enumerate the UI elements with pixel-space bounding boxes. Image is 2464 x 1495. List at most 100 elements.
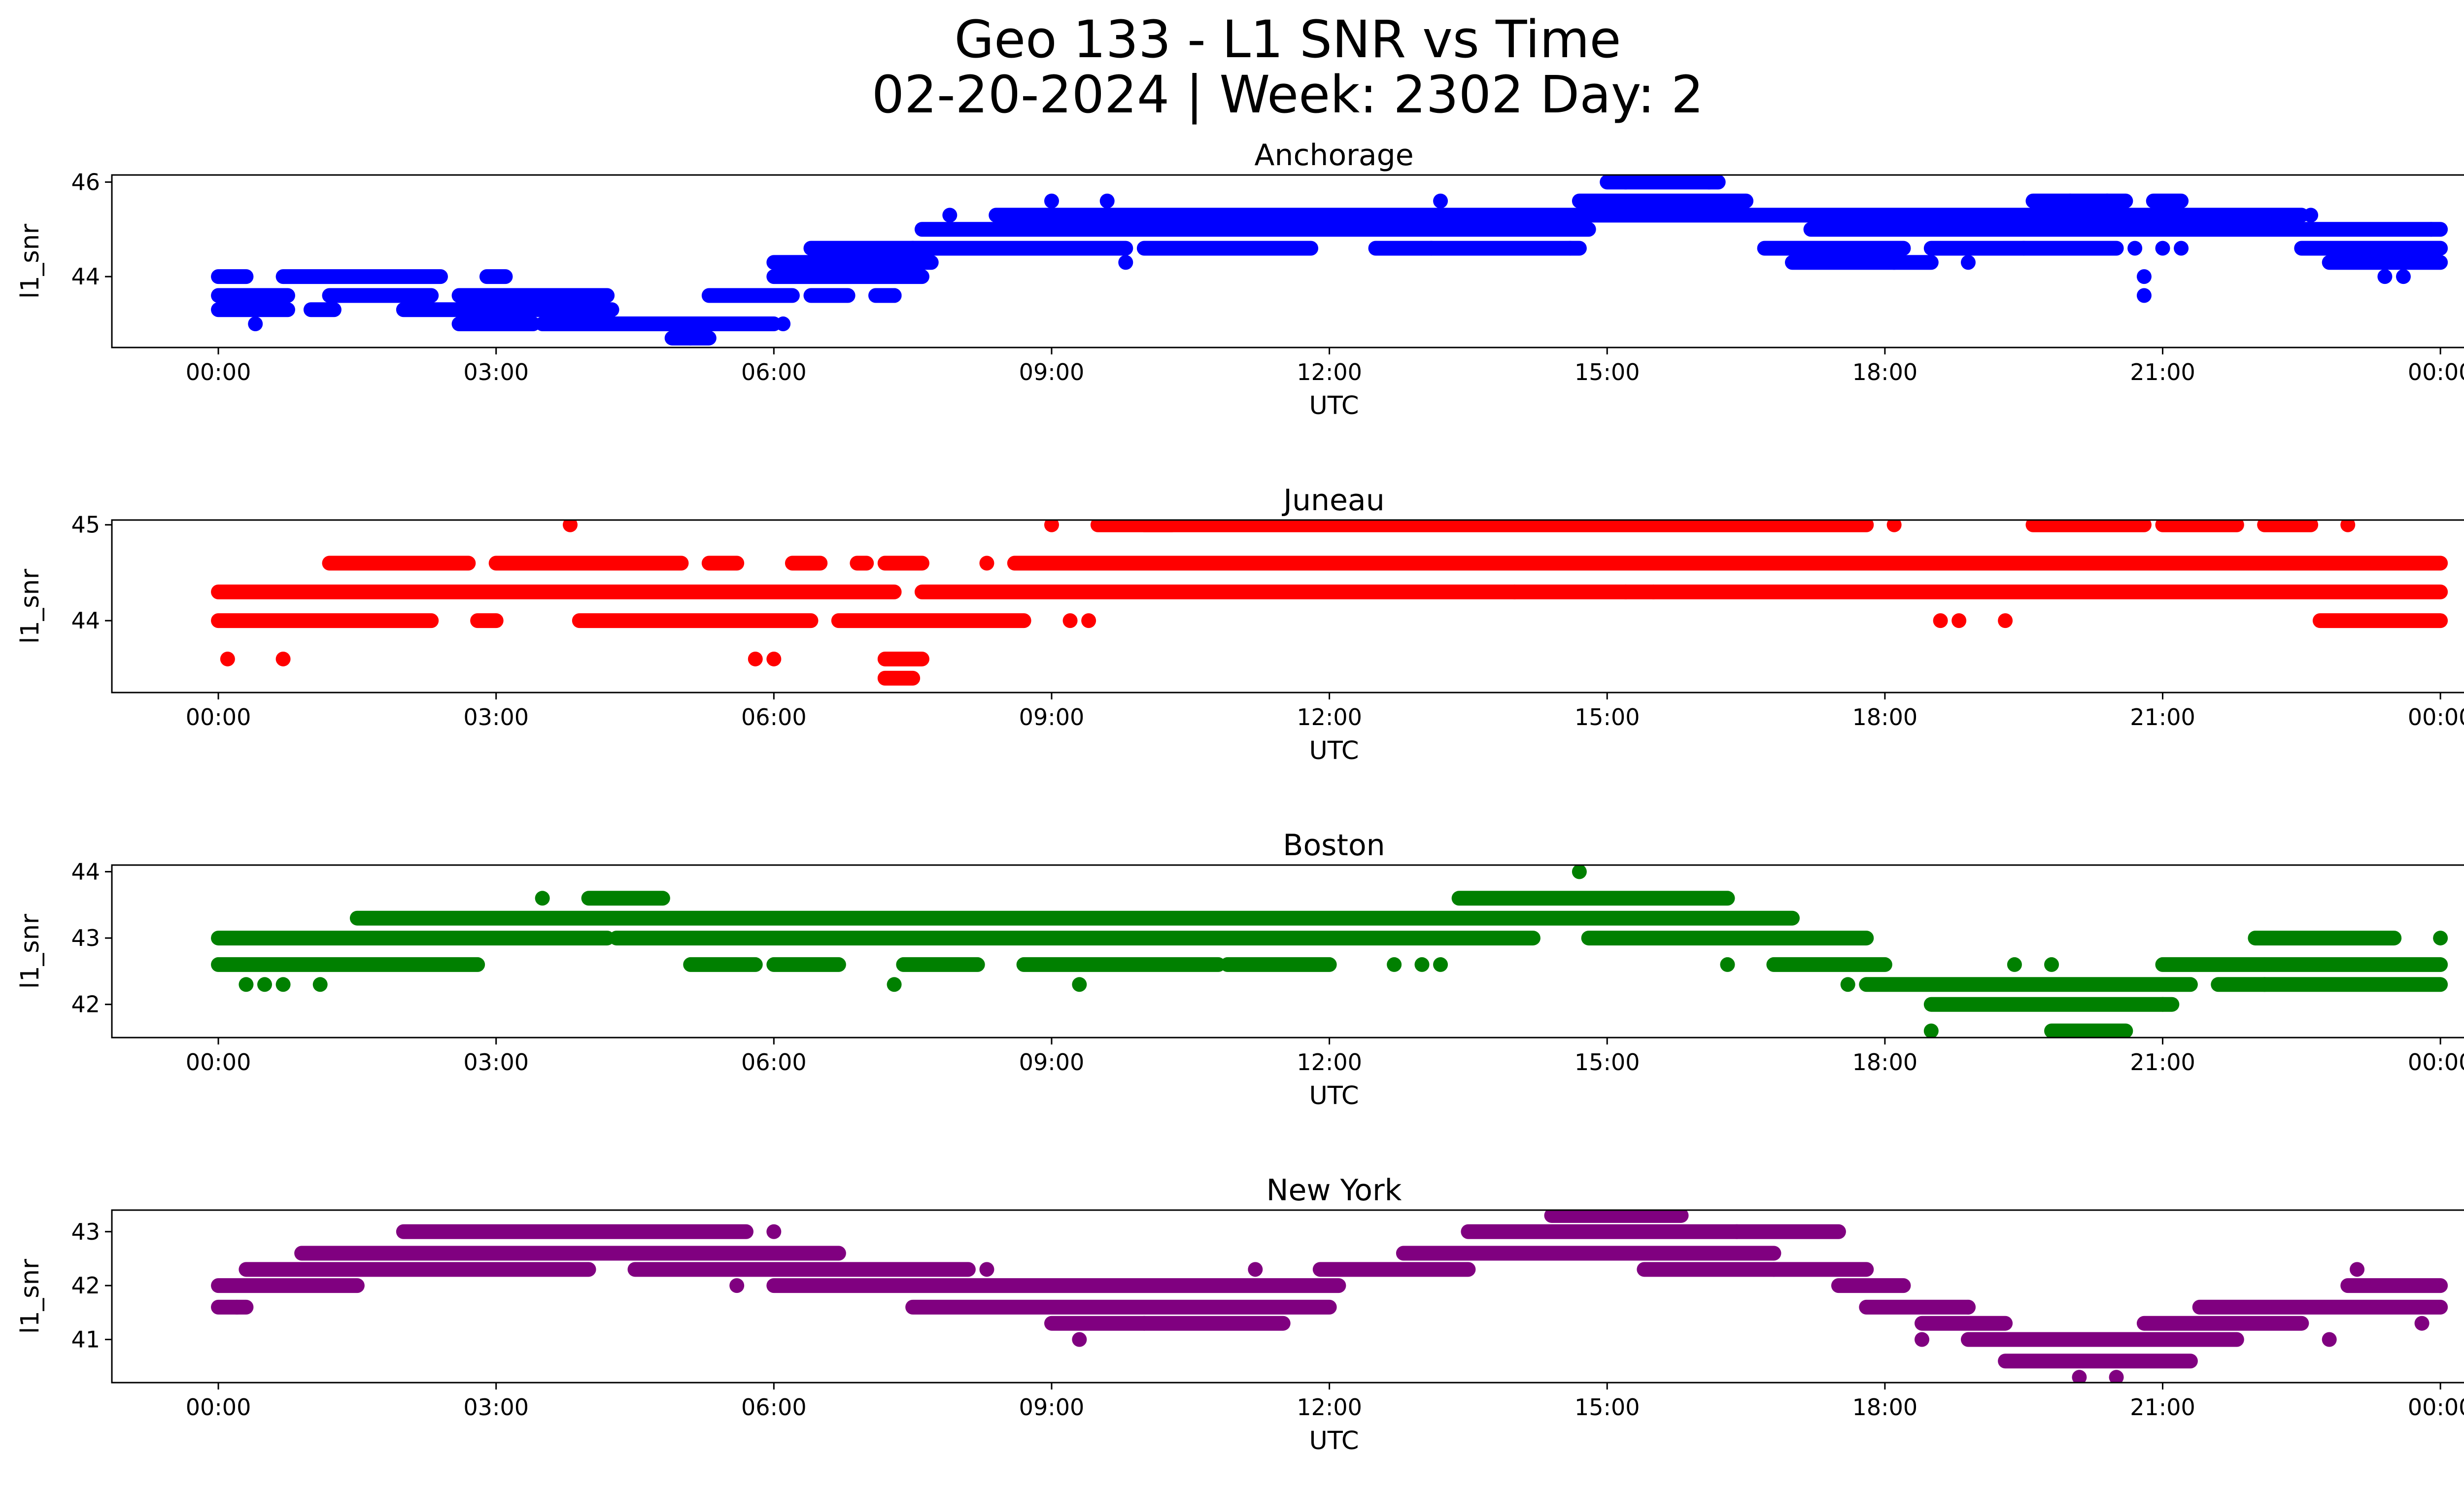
chart-new-york-point <box>2350 1262 2365 1277</box>
chart-juneau-point <box>1044 520 1059 532</box>
chart-anchorage-point <box>1960 255 1976 270</box>
chart-new-york-point <box>766 1224 782 1239</box>
chart-new-york-point-band <box>211 1278 365 1293</box>
chart-new-york-point-band <box>1044 1316 1291 1331</box>
chart-boston-point-band <box>1766 957 1892 972</box>
chart-anchorage-point <box>1044 193 1059 209</box>
chart-new-york-point-band <box>627 1262 976 1277</box>
chart-new-york-y-tick-label: 43 <box>71 1218 100 1245</box>
chart-boston-y-tick-label: 42 <box>71 991 100 1018</box>
chart-boston-point <box>2155 997 2170 1012</box>
chart-new-york-point <box>229 1299 244 1315</box>
chart-anchorage-x-tick-label: 18:00 <box>1852 359 1918 385</box>
chart-juneau-point-band <box>701 556 745 571</box>
chart-anchorage-point-band <box>905 241 1133 256</box>
chart-boston-x-tick-label: 00:00 <box>2408 1049 2464 1076</box>
chart-anchorage-point-band <box>803 288 856 303</box>
chart-anchorage-point <box>1979 208 1994 223</box>
chart-boston-y-tick-label: 43 <box>71 925 100 951</box>
chart-anchorage-point-band <box>1572 193 1754 209</box>
chart-anchorage-point <box>2174 241 2189 256</box>
chart-new-york-point <box>2322 1332 2337 1347</box>
chart-new-york-x-tick-label: 09:00 <box>1019 1394 1085 1421</box>
chart-new-york-point-band <box>1312 1262 1476 1277</box>
chart-juneau-point-band <box>850 556 874 571</box>
chart-boston-x-tick-label: 18:00 <box>1852 1049 1918 1076</box>
chart-boston-point <box>535 891 550 906</box>
chart-juneau-point-band <box>2155 520 2244 532</box>
chart-anchorage-point <box>1118 255 1133 270</box>
chart-juneau-point <box>979 556 994 571</box>
chart-new-york-point-band <box>2109 1332 2244 1347</box>
chart-juneau-point-band <box>785 556 828 571</box>
chart-boston-point-band <box>2248 931 2402 946</box>
chart-new-york-y-tick-label: 41 <box>71 1326 100 1353</box>
chart-anchorage-point <box>1099 193 1115 209</box>
chart-boston-x-tick-label: 21:00 <box>2130 1049 2195 1076</box>
figure-title-line-1: Geo 133 - L1 SNR vs Time <box>954 9 1621 70</box>
chart-anchorage-point-band <box>451 288 615 303</box>
chart-boston-point <box>1414 957 1430 972</box>
chart-anchorage-point <box>2377 269 2393 284</box>
chart-boston-marks <box>211 865 2448 1038</box>
chart-boston-point-band <box>2044 1023 2133 1038</box>
chart-juneau-y-tick-label: 45 <box>71 512 100 538</box>
chart-juneau-point <box>766 651 782 666</box>
chart-anchorage-point-band <box>275 269 448 284</box>
chart-anchorage-point <box>2136 288 2152 303</box>
chart-juneau-point <box>1618 584 1633 599</box>
chart-juneau-point <box>1646 584 1661 599</box>
chart-new-york-point-band <box>1637 1262 1874 1277</box>
chart-anchorage-point <box>720 316 735 332</box>
chart-anchorage-point-band <box>1136 241 1319 256</box>
chart-new-york-x-tick-label: 21:00 <box>2130 1394 2195 1421</box>
chart-juneau-x-axis-label: UTC <box>1309 736 1359 765</box>
chart-boston-point <box>1923 1023 1939 1038</box>
chart-new-york-y-tick-label: 42 <box>71 1272 100 1299</box>
chart-anchorage-x-tick-label: 21:00 <box>2130 359 2195 385</box>
chart-new-york-x-tick-label: 12:00 <box>1297 1394 1362 1421</box>
chart-new-york-point <box>2072 1370 2087 1383</box>
chart-juneau-point <box>275 651 291 666</box>
chart-boston-x-tick-label: 03:00 <box>463 1049 529 1076</box>
chart-juneau-x-tick-label: 06:00 <box>741 704 807 730</box>
chart-anchorage-point-band <box>1757 241 1911 256</box>
chart-boston-point-band <box>766 957 846 972</box>
chart-new-york-x-tick-label: 00:00 <box>186 1394 251 1421</box>
chart-anchorage-point-band <box>396 302 619 317</box>
chart-juneau-point <box>1081 613 1096 628</box>
chart-anchorage-point <box>2127 241 2143 256</box>
chart-boston-title: Boston <box>1283 828 1385 863</box>
chart-juneau-point <box>1062 613 1078 628</box>
chart-juneau-point-band <box>572 613 819 628</box>
chart-boston-y-axis-label: l1_snr <box>16 914 45 989</box>
chart-boston-point-band <box>349 910 1800 926</box>
chart-juneau-x-tick-label: 21:00 <box>2130 704 2195 730</box>
chart-new-york-point-band <box>1831 1278 1911 1293</box>
chart-juneau-x-tick-label: 18:00 <box>1852 704 1918 730</box>
chart-juneau-point <box>1933 613 1948 628</box>
chart-anchorage-point-band <box>2322 255 2448 270</box>
chart-juneau-point-band <box>831 613 1031 628</box>
chart-new-york-point-band <box>1998 1354 2198 1369</box>
chart-juneau-y-axis-label: l1_snr <box>16 569 45 644</box>
chart-anchorage-point-band <box>1923 241 2031 256</box>
chart-anchorage-point-band <box>211 302 295 317</box>
chart-anchorage-point-band <box>1368 241 1587 256</box>
chart-boston-y-tick-label: 44 <box>71 858 100 885</box>
chart-juneau-point <box>220 651 235 666</box>
chart-boston-point <box>1720 957 1735 972</box>
chart-boston-point-band <box>683 957 763 972</box>
chart-new-york-point-band <box>1396 1246 1781 1261</box>
chart-juneau-point <box>2340 520 2356 532</box>
chart-anchorage-point <box>1424 241 1439 256</box>
chart-anchorage-point <box>2303 208 2319 223</box>
chart-new-york-point-band <box>2192 1299 2448 1315</box>
chart-juneau-x-tick-label: 00:00 <box>2408 704 2464 730</box>
chart-anchorage-x-tick-label: 00:00 <box>2408 359 2464 385</box>
chart-new-york-point-band <box>239 1262 596 1277</box>
chart-juneau-point-band <box>211 613 439 628</box>
chart-juneau-x-tick-label: 12:00 <box>1297 704 1362 730</box>
